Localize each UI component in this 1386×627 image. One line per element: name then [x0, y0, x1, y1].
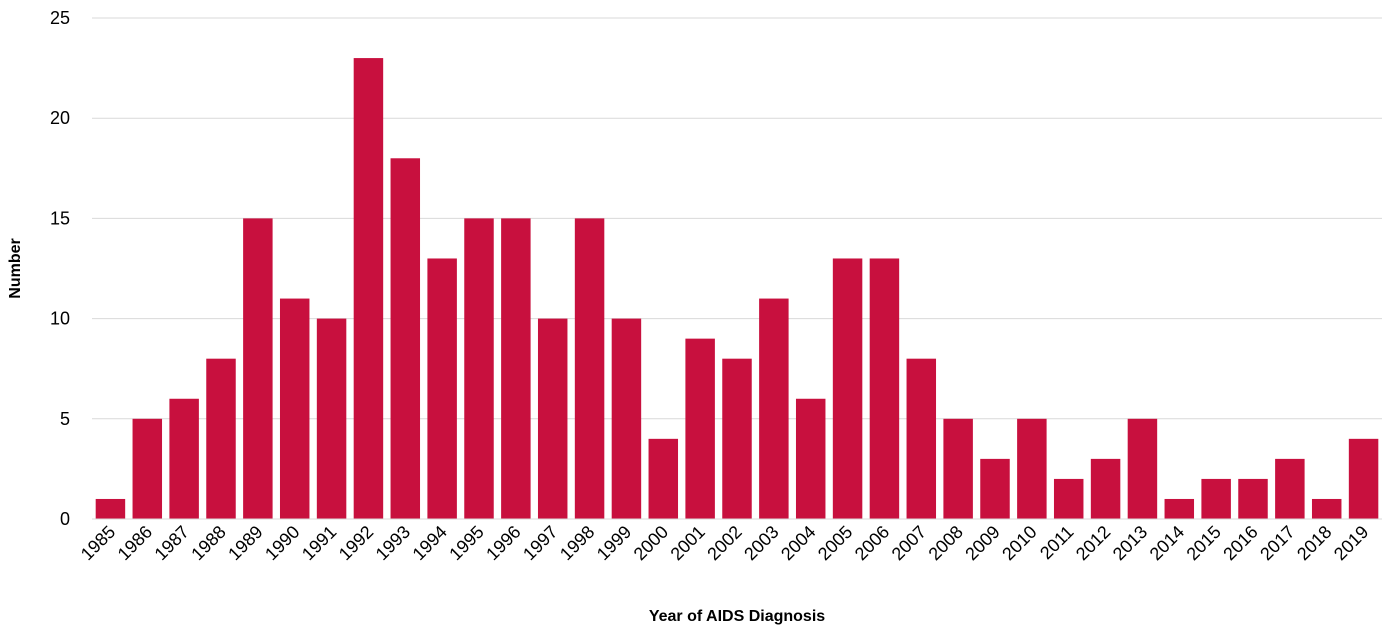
- x-tick-label: 2017: [1256, 522, 1298, 564]
- x-tick-label: 1986: [114, 522, 156, 564]
- x-tick-label: 1993: [372, 522, 414, 564]
- x-tick-label: 2019: [1330, 522, 1372, 564]
- x-axis-title: Year of AIDS Diagnosis: [649, 608, 825, 625]
- x-tick-label: 1996: [482, 522, 524, 564]
- bar: [611, 318, 642, 519]
- bar: [1311, 498, 1342, 519]
- bar: [1127, 418, 1158, 519]
- bar: [1017, 418, 1047, 519]
- x-tick-label: 2014: [1146, 522, 1188, 564]
- x-tick-label: 2016: [1219, 522, 1261, 564]
- x-tick-label: 1989: [224, 522, 266, 564]
- x-tick-label: 2001: [667, 522, 709, 564]
- bar: [1053, 478, 1084, 519]
- x-tick-label: 1994: [409, 522, 451, 564]
- bar: [206, 358, 236, 519]
- x-tick-label: 1985: [77, 522, 119, 564]
- bar: [795, 398, 826, 519]
- y-axis-ticks: 0 5 10 15 20 25: [50, 8, 70, 529]
- bar: [1201, 478, 1231, 519]
- bar: [759, 298, 789, 519]
- x-tick-label: 2015: [1183, 522, 1225, 564]
- x-tick-label: 2007: [888, 522, 930, 564]
- x-tick-label: 2005: [814, 522, 856, 564]
- x-tick-label: 1998: [556, 522, 598, 564]
- bar: [390, 158, 421, 519]
- bar: [1275, 458, 1305, 519]
- bar: [132, 418, 163, 519]
- bar: [316, 318, 347, 519]
- bar: [832, 258, 863, 519]
- x-tick-label: 1991: [298, 522, 340, 564]
- x-tick-label: 2011: [1036, 522, 1078, 564]
- x-tick-label: 2000: [630, 522, 672, 564]
- bar: [1164, 498, 1195, 519]
- x-tick-label: 2018: [1293, 522, 1335, 564]
- x-tick-label: 2003: [740, 522, 782, 564]
- y-tick-label: 20: [50, 108, 70, 128]
- x-tick-label: 2006: [851, 522, 893, 564]
- x-tick-label: 2012: [1072, 522, 1114, 564]
- y-tick-label: 5: [60, 409, 70, 429]
- x-tick-label: 1988: [187, 522, 229, 564]
- bar: [169, 398, 199, 519]
- bar: [869, 258, 900, 519]
- x-axis-ticks: 1985198619871988198919901991199219931994…: [77, 522, 1373, 564]
- y-tick-label: 10: [50, 309, 70, 329]
- bar: [1348, 438, 1379, 519]
- bar: [537, 318, 568, 519]
- bar: [501, 218, 531, 519]
- y-axis-title: Number: [7, 238, 24, 298]
- y-tick-label: 25: [50, 8, 70, 28]
- x-tick-label: 1997: [519, 522, 561, 564]
- x-tick-label: 1995: [445, 522, 487, 564]
- x-tick-label: 1992: [335, 522, 377, 564]
- bar: [427, 258, 457, 519]
- bars: [95, 58, 1379, 520]
- x-tick-label: 2002: [703, 522, 745, 564]
- bar: [353, 58, 384, 520]
- bar: [464, 218, 494, 519]
- bar: [574, 218, 605, 519]
- bar: [243, 218, 273, 519]
- bar: [980, 458, 1010, 519]
- y-tick-label: 15: [50, 208, 70, 228]
- bar: [648, 438, 679, 519]
- x-tick-label: 1987: [151, 522, 193, 564]
- bar: [722, 358, 752, 519]
- bar: [1090, 458, 1121, 519]
- x-tick-label: 2008: [925, 522, 967, 564]
- bar: [95, 498, 126, 519]
- x-tick-label: 1999: [593, 522, 635, 564]
- bar: [943, 418, 973, 519]
- bar: [279, 298, 310, 519]
- x-tick-label: 1990: [261, 522, 303, 564]
- x-tick-label: 2004: [777, 522, 819, 564]
- bar: [906, 358, 937, 519]
- x-tick-label: 2013: [1109, 522, 1151, 564]
- y-tick-label: 0: [60, 509, 70, 529]
- x-tick-label: 2010: [998, 522, 1040, 564]
- bar: [1238, 478, 1268, 519]
- bar: [685, 338, 715, 519]
- x-tick-label: 2009: [961, 522, 1003, 564]
